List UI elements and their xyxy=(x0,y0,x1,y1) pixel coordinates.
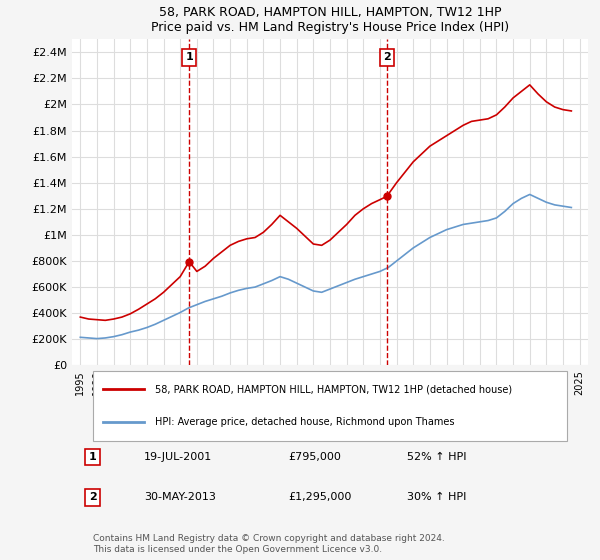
Text: HPI: Average price, detached house, Richmond upon Thames: HPI: Average price, detached house, Rich… xyxy=(155,417,454,427)
Text: 2: 2 xyxy=(89,492,97,502)
Text: 1: 1 xyxy=(89,452,97,462)
Text: 19-JUL-2001: 19-JUL-2001 xyxy=(144,452,212,462)
Text: 2: 2 xyxy=(383,52,391,62)
Text: 58, PARK ROAD, HAMPTON HILL, HAMPTON, TW12 1HP (detached house): 58, PARK ROAD, HAMPTON HILL, HAMPTON, TW… xyxy=(155,384,512,394)
Text: £795,000: £795,000 xyxy=(289,452,341,462)
Text: Contains HM Land Registry data © Crown copyright and database right 2024.
This d: Contains HM Land Registry data © Crown c… xyxy=(92,534,445,553)
Text: 1: 1 xyxy=(185,52,193,62)
Text: £1,295,000: £1,295,000 xyxy=(289,492,352,502)
Text: 30-MAY-2013: 30-MAY-2013 xyxy=(144,492,216,502)
Title: 58, PARK ROAD, HAMPTON HILL, HAMPTON, TW12 1HP
Price paid vs. HM Land Registry's: 58, PARK ROAD, HAMPTON HILL, HAMPTON, TW… xyxy=(151,6,509,34)
Text: 30% ↑ HPI: 30% ↑ HPI xyxy=(407,492,467,502)
Text: 52% ↑ HPI: 52% ↑ HPI xyxy=(407,452,467,462)
FancyBboxPatch shape xyxy=(92,371,568,441)
